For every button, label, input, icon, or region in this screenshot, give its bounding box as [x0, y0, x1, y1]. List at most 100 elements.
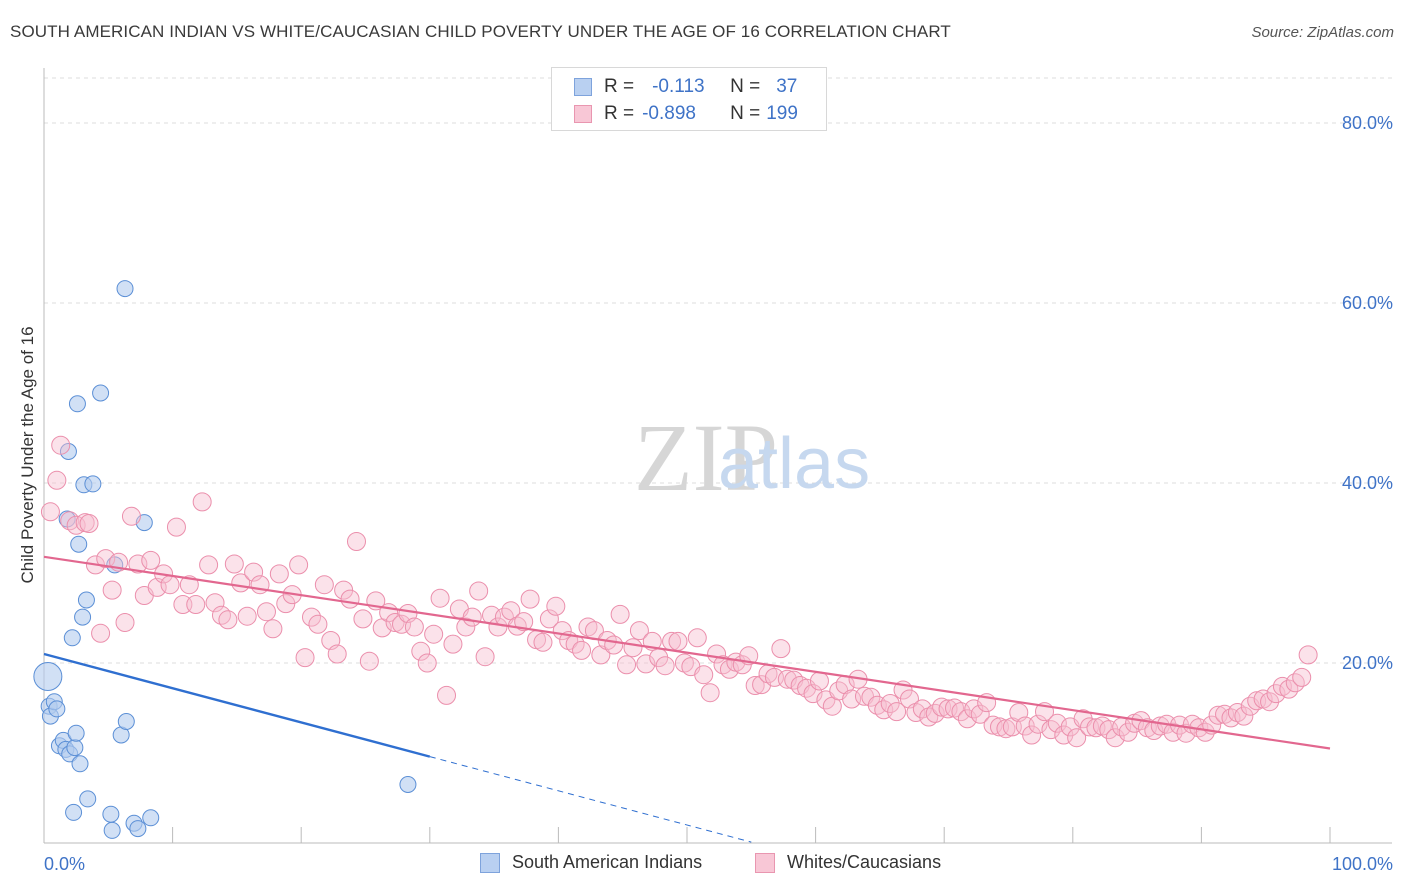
data-point-whites-caucasians [970, 704, 990, 724]
data-point-whites-caucasians [514, 612, 534, 632]
data-point-whites-caucasians [353, 609, 373, 629]
data-point-whites-caucasians [469, 581, 489, 601]
series-south-american-indians [33, 280, 417, 839]
data-point-whites-caucasians [488, 617, 508, 637]
data-point-whites-caucasians [1092, 716, 1112, 736]
data-point-south-american-indians [129, 820, 147, 838]
data-point-whites-caucasians [944, 698, 964, 718]
data-point-south-american-indians [63, 629, 81, 647]
data-point-whites-caucasians [218, 610, 238, 630]
x-tick-label: 100.0% [1332, 854, 1393, 874]
data-point-whites-caucasians [617, 655, 637, 675]
data-point-whites-caucasians [1028, 714, 1048, 734]
data-point-whites-caucasians [674, 653, 694, 673]
watermark-zip: ZIP [634, 404, 778, 511]
data-point-south-american-indians [77, 591, 95, 609]
data-point-whites-caucasians [610, 604, 630, 624]
data-point-south-american-indians [33, 662, 63, 691]
data-point-whites-caucasians [1266, 684, 1286, 704]
data-point-whites-caucasians [578, 617, 598, 637]
data-point-whites-caucasians [102, 580, 122, 600]
legend-n-label: N = [730, 103, 761, 124]
y-tick-label: 20.0% [1342, 653, 1393, 673]
data-point-whites-caucasians [861, 687, 881, 707]
y-tick-label: 40.0% [1342, 473, 1393, 493]
data-point-whites-caucasians [224, 554, 244, 574]
x-tick-label: 0.0% [44, 854, 85, 874]
data-point-whites-caucasians [957, 709, 977, 729]
data-point-whites-caucasians [437, 685, 457, 705]
data-point-whites-caucasians [629, 621, 649, 641]
data-point-whites-caucasians [205, 593, 225, 613]
data-point-whites-caucasians [424, 624, 444, 644]
data-point-whites-caucasians [546, 596, 566, 616]
data-point-whites-caucasians [128, 554, 148, 574]
data-point-south-american-indians [48, 700, 66, 718]
legend-row-whites-caucasians: R = -0.898 N = 199 [574, 101, 798, 127]
data-point-whites-caucasians [1234, 706, 1254, 726]
data-point-whites-caucasians [417, 653, 437, 673]
data-point-whites-caucasians [160, 575, 180, 595]
bottom-legend-label: South American Indians [512, 852, 703, 872]
data-point-whites-caucasians [51, 435, 71, 455]
data-point-whites-caucasians [1285, 673, 1305, 693]
data-point-whites-caucasians [263, 619, 283, 639]
data-point-whites-caucasians [906, 703, 926, 722]
data-point-whites-caucasians [166, 517, 186, 537]
data-point-whites-caucasians [346, 532, 366, 551]
data-point-whites-caucasians [192, 492, 212, 512]
data-point-whites-caucasians [1105, 728, 1125, 748]
watermark-atlas: atlas [718, 424, 870, 504]
source-label: Source: ZipAtlas.com [1251, 24, 1394, 41]
data-point-south-american-indians [68, 395, 86, 413]
data-point-whites-caucasians [887, 702, 907, 722]
data-point-south-american-indians [71, 755, 89, 773]
bottom-legend-swatch-pink [755, 852, 775, 873]
series-whites-caucasians [40, 435, 1318, 748]
data-point-whites-caucasians [1067, 728, 1087, 748]
data-point-whites-caucasians [359, 651, 379, 671]
data-point-whites-caucasians [115, 613, 135, 632]
data-point-whites-caucasians [668, 631, 688, 651]
data-point-whites-caucasians [912, 699, 932, 719]
data-point-whites-caucasians [91, 623, 111, 643]
data-point-whites-caucasians [269, 564, 289, 584]
data-point-whites-caucasians [745, 676, 765, 695]
data-point-whites-caucasians [456, 617, 476, 637]
data-point-whites-caucasians [430, 588, 450, 608]
data-point-whites-caucasians [655, 656, 675, 676]
data-point-whites-caucasians [40, 502, 60, 522]
data-point-whites-caucasians [572, 640, 592, 660]
legend-swatch-pink [574, 105, 592, 123]
data-point-whites-caucasians [244, 562, 264, 582]
legend-r-label: R = [604, 76, 635, 97]
data-point-south-american-indians [70, 535, 88, 553]
bottom-legend-south-american-indians: South American Indians [480, 852, 702, 873]
data-point-whites-caucasians [340, 589, 360, 609]
data-point-whites-caucasians [1047, 713, 1067, 733]
data-point-whites-caucasians [79, 514, 99, 533]
data-point-whites-caucasians [880, 694, 900, 713]
legend-n-label: N = [730, 76, 761, 97]
legend-swatch-blue [574, 78, 592, 96]
tick-labels: 20.0% 40.0% 60.0% 80.0% 0.0% 100.0% [44, 113, 1393, 874]
data-point-whites-caucasians [301, 607, 321, 627]
data-point-south-american-indians [67, 724, 85, 742]
data-point-whites-caucasians [996, 719, 1016, 739]
y-tick-label: 60.0% [1342, 293, 1393, 313]
data-point-whites-caucasians [289, 555, 309, 575]
data-point-whites-caucasians [604, 635, 624, 655]
data-point-south-american-indians [66, 739, 84, 757]
data-point-whites-caucasians [1292, 667, 1312, 687]
data-point-whites-caucasians [308, 614, 328, 634]
data-point-whites-caucasians [520, 589, 540, 609]
data-point-south-american-indians [102, 805, 120, 823]
trend-line-south-american-indians [43, 652, 431, 758]
legend-r-value: -0.898 [642, 103, 696, 124]
legend-n-value: 37 [776, 76, 798, 97]
data-point-whites-caucasians [256, 602, 276, 622]
data-point-south-american-indians [399, 776, 417, 793]
legend-row-south-american-indians: R = -0.113 N = 37 [574, 74, 797, 100]
bottom-legend-swatch-blue [480, 852, 500, 873]
